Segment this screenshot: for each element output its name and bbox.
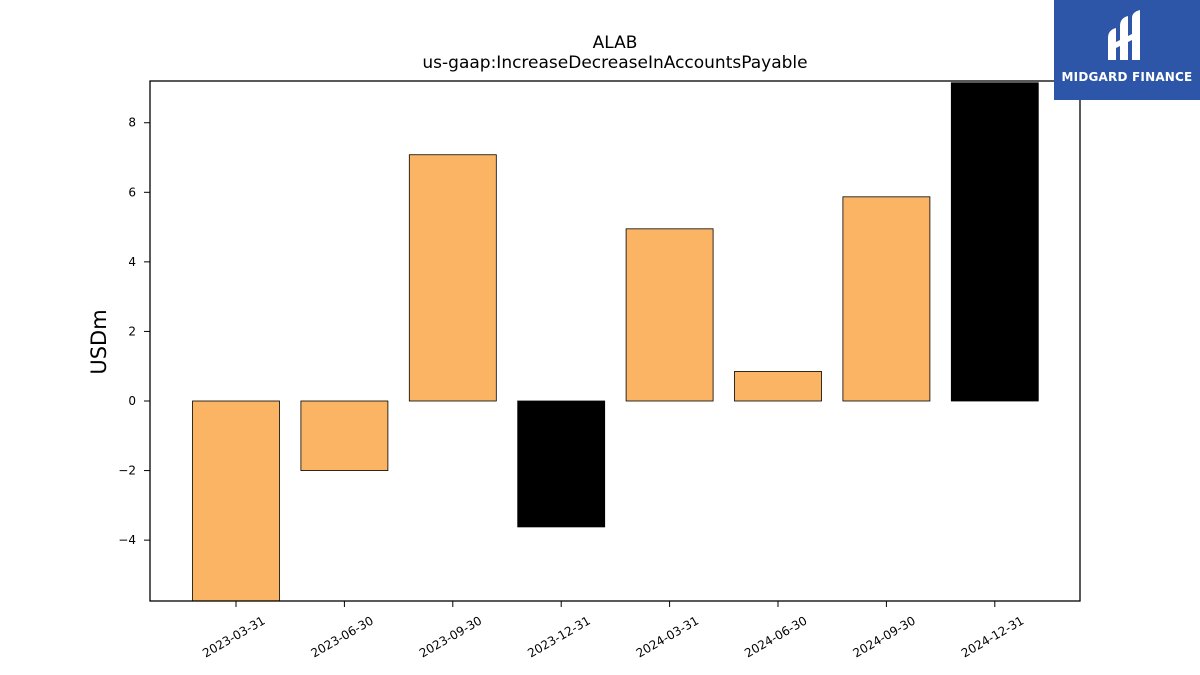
bar-2023-03-31 bbox=[192, 400, 280, 602]
bar-2023-12-31 bbox=[517, 400, 606, 528]
bar-2024-06-30 bbox=[734, 371, 822, 402]
y-tick-label: −4 bbox=[118, 533, 136, 547]
y-tick-label: 6 bbox=[128, 185, 136, 199]
y-tick-label: −2 bbox=[118, 464, 136, 478]
bar-2024-12-31 bbox=[950, 82, 1039, 402]
logo-text: MIDGARD FINANCE bbox=[1061, 70, 1193, 84]
x-tick-label: 2024-12-31 bbox=[959, 613, 1026, 660]
bar-2023-09-30 bbox=[408, 154, 497, 402]
x-axis: 2023-03-31 2023-06-30 2023-09-30 2023-12-31… bbox=[200, 601, 1026, 660]
x-tick-label: 2023-06-30 bbox=[308, 613, 375, 660]
x-tick-label: 2024-09-30 bbox=[850, 613, 917, 660]
y-axis: −4 −2 0 2 4 6 8 bbox=[118, 116, 150, 547]
chart-title: ALAB bbox=[593, 33, 638, 53]
bar-2023-06-30 bbox=[300, 400, 389, 471]
x-tick-label: 2024-06-30 bbox=[742, 613, 809, 660]
y-tick-label: 2 bbox=[128, 324, 136, 338]
bar-2024-09-30 bbox=[842, 196, 931, 402]
y-axis-label: USDm bbox=[87, 309, 111, 374]
x-tick-label: 2023-12-31 bbox=[525, 613, 592, 660]
bar-2024-03-31 bbox=[625, 228, 714, 402]
x-tick-label: 2023-03-31 bbox=[200, 613, 267, 660]
midgard-finance-logo: MIDGARD FINANCE bbox=[1054, 0, 1200, 100]
y-tick-label: 0 bbox=[128, 394, 136, 408]
y-tick-label: 8 bbox=[128, 116, 136, 130]
bars-group bbox=[192, 82, 1039, 602]
plot-frame bbox=[149, 80, 1081, 602]
x-tick-label: 2023-09-30 bbox=[417, 613, 484, 660]
x-tick-label: 2024-03-31 bbox=[634, 613, 701, 660]
chart-subtitle: us-gaap:IncreaseDecreaseInAccountsPayabl… bbox=[422, 53, 807, 73]
y-tick-label: 4 bbox=[128, 255, 136, 269]
midgard-logo-icon bbox=[1108, 10, 1140, 60]
